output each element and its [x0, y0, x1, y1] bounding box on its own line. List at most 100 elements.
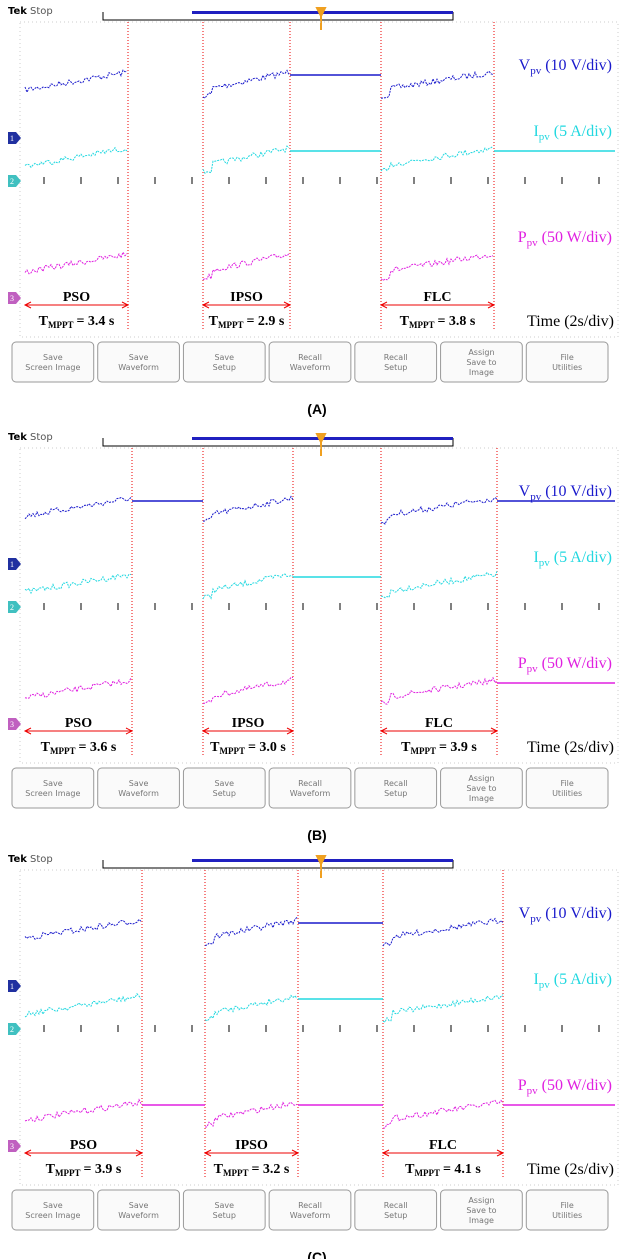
channel-scale: (10 V/div) — [545, 905, 612, 922]
trace — [381, 146, 493, 171]
trace — [25, 252, 127, 274]
channel-marker: 3 — [10, 294, 14, 303]
menu-button[interactable] — [355, 342, 437, 382]
menu-button[interactable] — [269, 768, 351, 808]
time-value: = 2.9 s — [246, 314, 284, 329]
button-label: Utilities — [552, 1211, 582, 1220]
menu-button[interactable] — [98, 1190, 180, 1230]
menu-button[interactable] — [269, 342, 351, 382]
trace — [203, 574, 293, 599]
channel-marker: 2 — [10, 1025, 14, 1034]
method-name: PSO — [65, 716, 92, 731]
menu-button[interactable] — [526, 768, 608, 808]
trace — [25, 70, 127, 92]
channel-subscript: pv — [530, 491, 542, 503]
button-label: Assign — [468, 1196, 494, 1205]
button-label: Waveform — [118, 363, 159, 372]
menu-button[interactable] — [183, 342, 265, 382]
trace — [25, 919, 141, 939]
button-label: Save — [214, 779, 234, 788]
trace — [383, 1100, 503, 1128]
channel-symbol: V — [519, 483, 531, 500]
channel-label: Vpv(10 V/div) — [519, 483, 612, 503]
channel-symbol: P — [518, 1077, 527, 1094]
channel-scale: (50 W/div) — [542, 655, 612, 672]
button-label: File — [560, 779, 573, 788]
time-value: = 3.6 s — [78, 740, 116, 755]
menu-button[interactable] — [355, 1190, 437, 1230]
trigger-marker — [317, 434, 325, 456]
button-label: Screen Image — [25, 363, 80, 372]
channel-subscript: pv — [527, 663, 539, 675]
channel-marker: 1 — [10, 982, 14, 991]
channel-subscript: pv — [527, 1085, 539, 1097]
channel-label: Ipv(5 A/div) — [533, 971, 612, 991]
button-label: Recall — [384, 1201, 408, 1210]
button-label: File — [560, 353, 573, 362]
figure: TekStop123Vpv(10 V/div)Ipv(5 A/div)Ppv(5… — [0, 0, 635, 1259]
button-label: Setup — [213, 789, 236, 798]
panel-label: (C) — [307, 1249, 326, 1259]
button-label: Save — [43, 779, 63, 788]
method-time: TMPPT= 3.9 s — [46, 1162, 122, 1178]
button-label: Image — [469, 794, 494, 803]
button-label: Save — [129, 1201, 149, 1210]
time-value: = 3.0 s — [248, 740, 286, 755]
trace — [25, 498, 131, 519]
channel-label: Ppv(50 W/div) — [518, 1077, 612, 1097]
menu-button[interactable] — [269, 1190, 351, 1230]
method-name: PSO — [70, 1138, 97, 1153]
button-label: Assign — [468, 348, 494, 357]
menu-button[interactable] — [355, 768, 437, 808]
time-value: = 3.2 s — [251, 1162, 289, 1177]
button-label: Waveform — [290, 789, 331, 798]
menu-button[interactable] — [526, 342, 608, 382]
channel-scale: (5 A/div) — [554, 549, 612, 566]
channel-marker: 2 — [10, 603, 14, 612]
time-scale: Time (2s/div) — [527, 739, 614, 756]
time-value: = 3.8 s — [437, 314, 475, 329]
state: Stop — [30, 6, 53, 17]
button-label: Save to — [466, 784, 496, 793]
trace — [381, 255, 493, 280]
menu-button[interactable] — [526, 1190, 608, 1230]
button-label: Save — [129, 779, 149, 788]
menu-button[interactable] — [12, 768, 94, 808]
brand: Tek — [8, 6, 27, 17]
channel-scale: (50 W/div) — [542, 229, 612, 246]
channel-scale: (10 V/div) — [545, 483, 612, 500]
state: Stop — [30, 854, 53, 865]
button-label: Save — [214, 353, 234, 362]
menu-button[interactable] — [12, 342, 94, 382]
channel-subscript: pv — [539, 557, 551, 569]
time-subscript: MPPT — [409, 320, 435, 330]
menu-button[interactable] — [98, 342, 180, 382]
trace — [203, 254, 289, 280]
button-label: Waveform — [118, 789, 159, 798]
channel-subscript: pv — [530, 913, 542, 925]
time-subscript: MPPT — [50, 746, 76, 756]
method-name: FLC — [425, 716, 453, 731]
button-label: Setup — [213, 363, 236, 372]
trace — [205, 1102, 297, 1127]
button-label: Recall — [298, 353, 322, 362]
menu-button[interactable] — [12, 1190, 94, 1230]
panel-label: (B) — [307, 827, 326, 843]
button-label: Setup — [384, 363, 407, 372]
menu-button[interactable] — [183, 1190, 265, 1230]
button-label: Setup — [213, 1211, 236, 1220]
button-label: Image — [469, 1216, 494, 1225]
method-time: TMPPT= 3.6 s — [41, 740, 117, 756]
time-subscript: MPPT — [410, 746, 436, 756]
channel-subscript: pv — [539, 979, 551, 991]
menu-button[interactable] — [98, 768, 180, 808]
button-label: Image — [469, 368, 494, 377]
trace — [205, 917, 297, 945]
trace — [383, 919, 503, 946]
menu-button[interactable] — [183, 768, 265, 808]
method-name: FLC — [424, 290, 452, 305]
channel-marker: 1 — [10, 134, 14, 143]
channel-subscript: pv — [527, 237, 539, 249]
method-time: TMPPT= 3.0 s — [210, 740, 286, 756]
button-label: Assign — [468, 774, 494, 783]
